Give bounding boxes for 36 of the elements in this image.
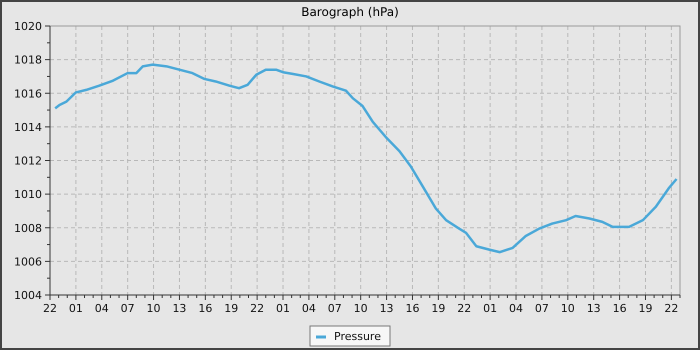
legend-label: Pressure bbox=[334, 330, 382, 343]
x-tick-label: 07 bbox=[120, 302, 135, 315]
x-tick-label: 13 bbox=[586, 302, 601, 315]
x-tick-label: 22 bbox=[250, 302, 264, 315]
x-tick-label: 16 bbox=[198, 302, 212, 315]
x-tick-label: 19 bbox=[431, 302, 446, 315]
x-tick-label: 19 bbox=[638, 302, 652, 315]
y-tick-label: 1020 bbox=[14, 20, 42, 33]
x-tick-label: 10 bbox=[146, 302, 161, 315]
x-tick-label: 04 bbox=[509, 302, 524, 315]
x-tick-label: 07 bbox=[328, 302, 342, 315]
y-tick-label: 1008 bbox=[14, 222, 42, 235]
y-tick-label: 1010 bbox=[14, 188, 42, 202]
x-tick-label: 19 bbox=[224, 302, 238, 315]
x-tick-label: 22 bbox=[43, 302, 57, 315]
x-tick-label: 10 bbox=[354, 302, 368, 315]
y-tick-label: 1018 bbox=[14, 54, 42, 67]
x-tick-label: 13 bbox=[380, 302, 394, 315]
x-tick-label: 16 bbox=[612, 302, 627, 315]
y-tick-label: 1016 bbox=[14, 87, 42, 100]
x-tick-label: 22 bbox=[664, 302, 678, 315]
y-tick-label: 1006 bbox=[14, 255, 42, 268]
x-tick-label: 22 bbox=[457, 302, 472, 315]
chart-title: Barograph (hPa) bbox=[301, 5, 399, 19]
x-tick-label: 04 bbox=[302, 302, 316, 315]
x-tick-label: 10 bbox=[560, 302, 575, 315]
x-tick-label: 16 bbox=[405, 302, 420, 315]
x-tick-label: 01 bbox=[483, 302, 498, 315]
y-tick-label: 1012 bbox=[14, 154, 42, 168]
x-tick-label: 01 bbox=[68, 302, 83, 315]
y-tick-label: 1004 bbox=[14, 289, 42, 302]
x-tick-label: 01 bbox=[276, 302, 290, 315]
x-tick-label: 04 bbox=[94, 302, 109, 315]
x-tick-label: 07 bbox=[534, 302, 549, 315]
y-tick-label: 1014 bbox=[14, 120, 42, 134]
x-tick-label: 13 bbox=[172, 302, 186, 315]
